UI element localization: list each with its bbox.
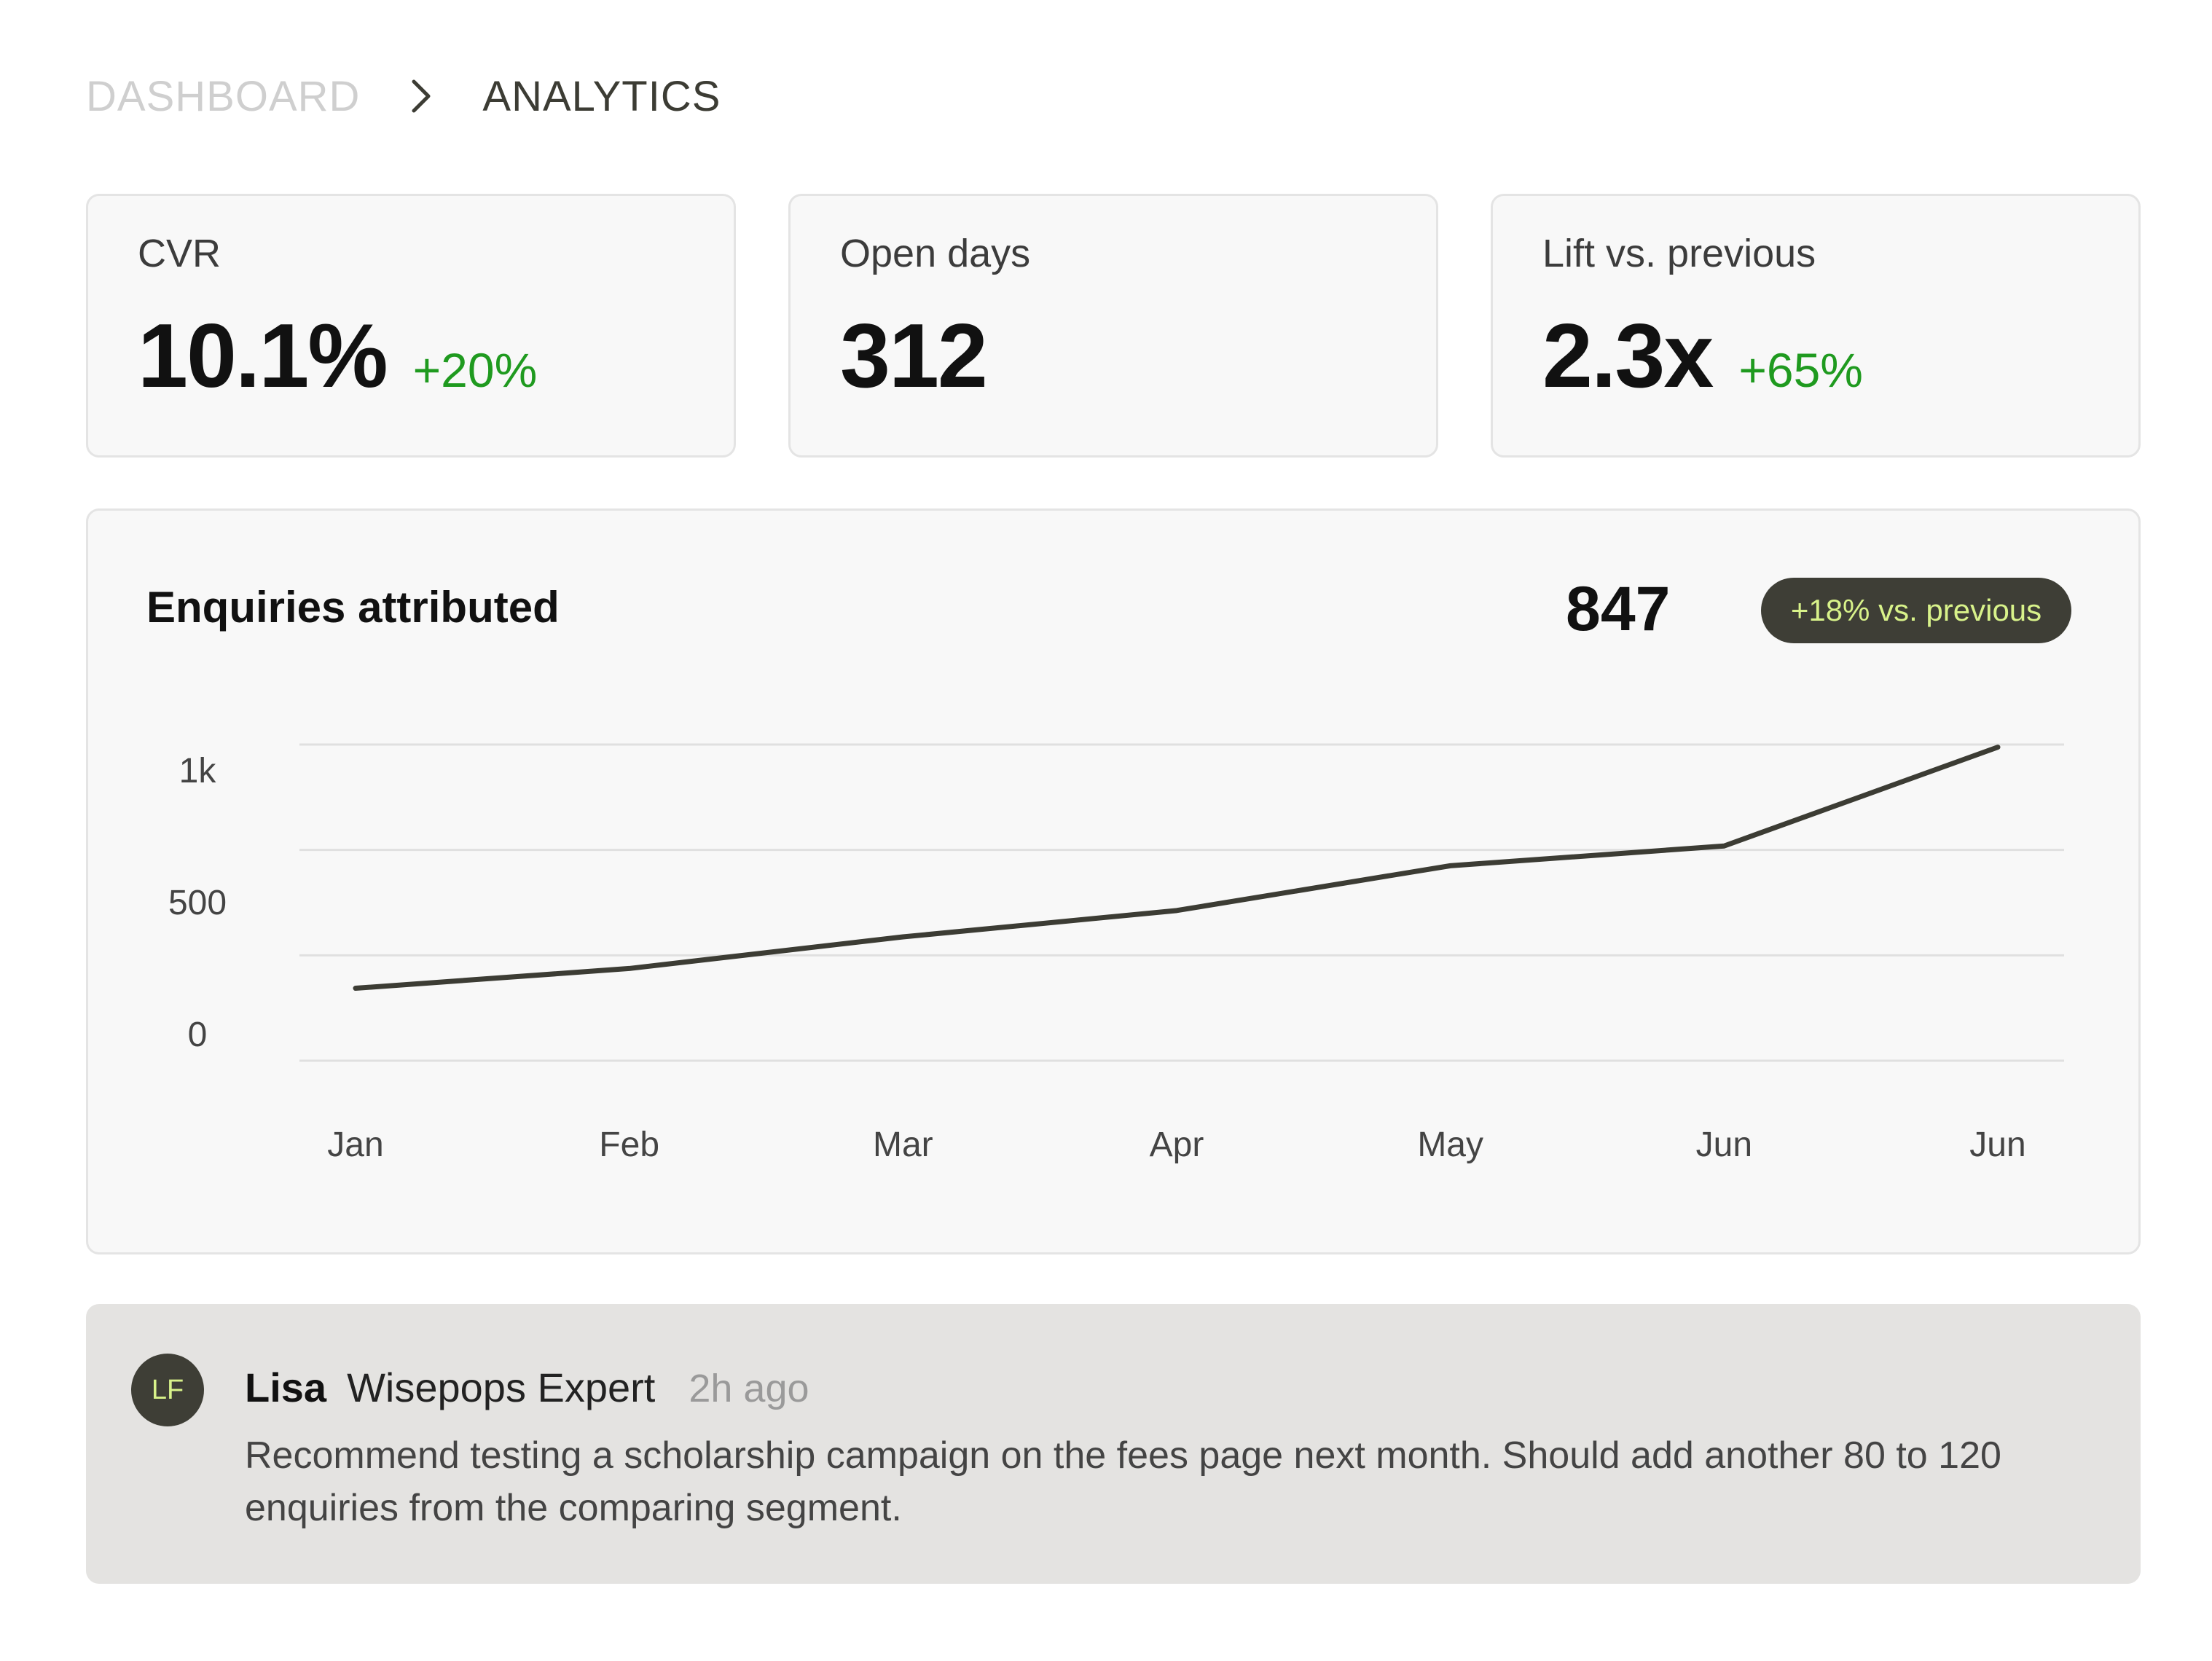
breadcrumb: DASHBOARD ANALYTICS — [86, 70, 721, 122]
chart-title: Enquiries attributed — [146, 583, 560, 632]
comment-body: Recommend testing a scholarship campaign… — [245, 1434, 2001, 1529]
x-tick-label: Jan — [327, 1126, 383, 1164]
kpi-delta: +65% — [1738, 343, 1863, 397]
x-tick-label: Jun — [1969, 1126, 2025, 1164]
kpi-value: 312 — [840, 306, 988, 407]
x-tick-label: Mar — [873, 1126, 933, 1164]
breadcrumb-dashboard-link[interactable]: DASHBOARD — [86, 72, 361, 120]
x-tick-label: May — [1417, 1126, 1483, 1164]
comment-card: LF Lisa Wisepops Expert 2h ago Recommend… — [86, 1304, 2141, 1584]
kpi-value: 10.1% — [138, 306, 388, 407]
avatar: LF — [131, 1354, 204, 1426]
y-tick-label: 0 — [188, 1016, 208, 1054]
kpi-value: 2.3x — [1542, 306, 1714, 407]
comment-author: Lisa — [245, 1364, 327, 1410]
kpi-delta: +20% — [412, 343, 538, 397]
comment-role: Wisepops Expert — [347, 1364, 656, 1410]
y-tick-label: 1k — [179, 752, 217, 790]
kpi-row: CVR 10.1% +20% Open days 312 Lift vs. pr… — [86, 194, 2141, 458]
series-line — [353, 745, 2001, 992]
chart-total: 847 — [1566, 574, 1671, 644]
x-tick-label: Feb — [599, 1126, 659, 1164]
x-tick-label: Apr — [1150, 1126, 1204, 1164]
kpi-card-lift: Lift vs. previous 2.3x +65% — [1491, 194, 2141, 458]
x-tick-label: Jun — [1696, 1126, 1752, 1164]
kpi-card-open-days: Open days 312 — [788, 194, 1438, 458]
kpi-label: Lift vs. previous — [1542, 232, 1816, 275]
line-chart: 0 500 1k Jan Feb Mar Apr May Jun Jun — [168, 743, 2064, 1164]
kpi-label: CVR — [138, 232, 221, 275]
y-tick-label: 500 — [168, 884, 227, 922]
kpi-label: Open days — [840, 232, 1031, 275]
trend-badge: +18% vs. previous — [1761, 578, 2071, 643]
comment-timestamp: 2h ago — [689, 1367, 809, 1410]
chart-card: Enquiries attributed 847 +18% vs. previo… — [86, 508, 2141, 1254]
kpi-card-cvr: CVR 10.1% +20% — [86, 194, 736, 458]
chevron-right-icon — [395, 70, 447, 122]
breadcrumb-current: ANALYTICS — [482, 72, 721, 120]
